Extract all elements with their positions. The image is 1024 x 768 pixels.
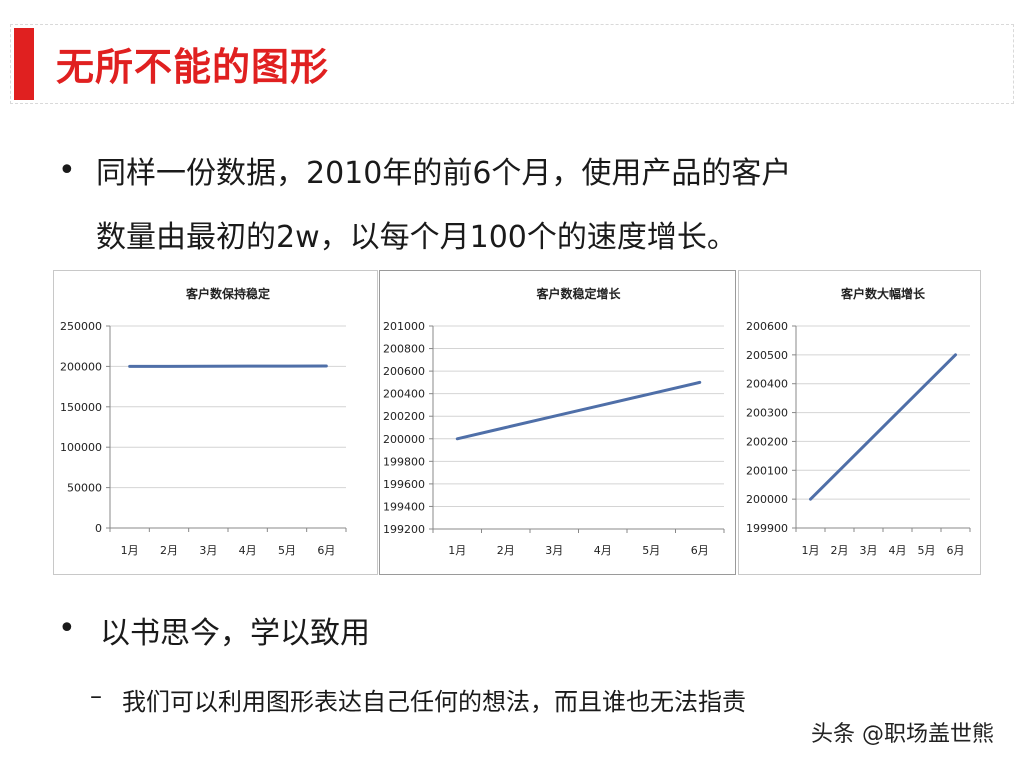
y-tick-label: 199800 bbox=[383, 455, 425, 468]
y-tick-label: 200500 bbox=[746, 349, 788, 362]
x-tick-label: 6月 bbox=[691, 544, 709, 557]
bullet1-line2: 数量由最初的2w，以每个月100个的速度增长。 bbox=[96, 220, 737, 255]
y-tick-label: 199400 bbox=[383, 500, 425, 513]
title-bar bbox=[10, 24, 1014, 104]
y-tick-label: 200000 bbox=[383, 433, 425, 446]
slide-title: 无所不能的图形 bbox=[56, 45, 330, 89]
series-line bbox=[809, 353, 957, 501]
y-tick-label: 199900 bbox=[746, 522, 788, 535]
y-tick-label: 200600 bbox=[746, 320, 788, 333]
y-tick-label: 200400 bbox=[746, 378, 788, 391]
x-tick-label: 5月 bbox=[642, 544, 660, 557]
chart-title: 客户数稳定增长 bbox=[535, 286, 621, 301]
x-tick-label: 4月 bbox=[594, 544, 612, 557]
y-tick-label: 200200 bbox=[746, 435, 788, 448]
title-accent-bar bbox=[14, 28, 34, 100]
x-tick-label: 6月 bbox=[947, 544, 965, 557]
x-tick-label: 2月 bbox=[831, 544, 849, 557]
sub-bullet-dash: – bbox=[90, 682, 102, 710]
chart-title: 客户数保持稳定 bbox=[185, 286, 270, 301]
chart-stable: 客户数保持稳定 0 50000 100000 150000 200000 250000 1月 2… bbox=[53, 270, 378, 575]
y-tick-label: 100000 bbox=[60, 441, 102, 454]
y-tick-label: 200800 bbox=[383, 343, 425, 356]
y-tick-label: 200000 bbox=[60, 360, 102, 373]
x-tick-label: 2月 bbox=[497, 544, 515, 557]
x-tick-label: 3月 bbox=[199, 544, 217, 557]
y-tick-label: 201000 bbox=[383, 320, 425, 333]
y-tick-label: 0 bbox=[95, 522, 102, 535]
bullet-dot: • bbox=[58, 153, 76, 188]
chart-svg: 客户数大幅增长 199900 200000 200100 200200 200300 200… bbox=[746, 286, 971, 557]
x-tick-label: 1月 bbox=[121, 544, 139, 557]
x-tick-label: 5月 bbox=[918, 544, 936, 557]
y-tick-label: 200000 bbox=[746, 493, 788, 506]
watermark: 头条 @职场盖世熊 bbox=[811, 722, 994, 747]
x-tick-label: 1月 bbox=[448, 544, 466, 557]
x-tick-label: 4月 bbox=[239, 544, 257, 557]
series-line bbox=[455, 380, 702, 441]
bullet-dot-2: • bbox=[58, 611, 76, 646]
y-tick-label: 199200 bbox=[383, 523, 425, 536]
x-tick-label: 6月 bbox=[317, 544, 335, 557]
x-tick-label: 3月 bbox=[860, 544, 878, 557]
y-tick-label: 199600 bbox=[383, 478, 425, 491]
x-tick-label: 5月 bbox=[278, 544, 296, 557]
chart-steady-growth: 客户数稳定增长 199200 199400 199600 199800 200000 200… bbox=[379, 270, 736, 575]
x-tick-label: 1月 bbox=[802, 544, 820, 557]
y-tick-label: 200100 bbox=[746, 464, 788, 477]
chart-svg: 客户数保持稳定 0 50000 100000 150000 200000 250000 1月 2… bbox=[60, 286, 347, 557]
bullet2-text: 以书思今，学以致用 bbox=[100, 616, 370, 651]
y-tick-label: 200200 bbox=[383, 410, 425, 423]
y-tick-label: 200400 bbox=[383, 388, 425, 401]
y-tick-label: 150000 bbox=[60, 401, 102, 414]
chart-title: 客户数大幅增长 bbox=[840, 286, 926, 301]
x-tick-label: 2月 bbox=[160, 544, 178, 557]
chart-svg: 客户数稳定增长 199200 199400 199600 199800 200000 200… bbox=[383, 286, 725, 557]
y-tick-label: 200600 bbox=[383, 365, 425, 378]
x-tick-label: 4月 bbox=[889, 544, 907, 557]
y-tick-label: 200300 bbox=[746, 407, 788, 420]
sub-bullet-text: 我们可以利用图形表达自己任何的想法，而且谁也无法指责 bbox=[122, 688, 746, 716]
chart-sharp-growth: 客户数大幅增长 199900 200000 200100 200200 200300 200… bbox=[738, 270, 981, 575]
y-tick-label: 50000 bbox=[67, 482, 102, 495]
y-tick-label: 250000 bbox=[60, 320, 102, 333]
bullet1-line1: 同样一份数据，2010年的前6个月，使用产品的客户 bbox=[96, 156, 792, 191]
x-tick-label: 3月 bbox=[545, 544, 563, 557]
